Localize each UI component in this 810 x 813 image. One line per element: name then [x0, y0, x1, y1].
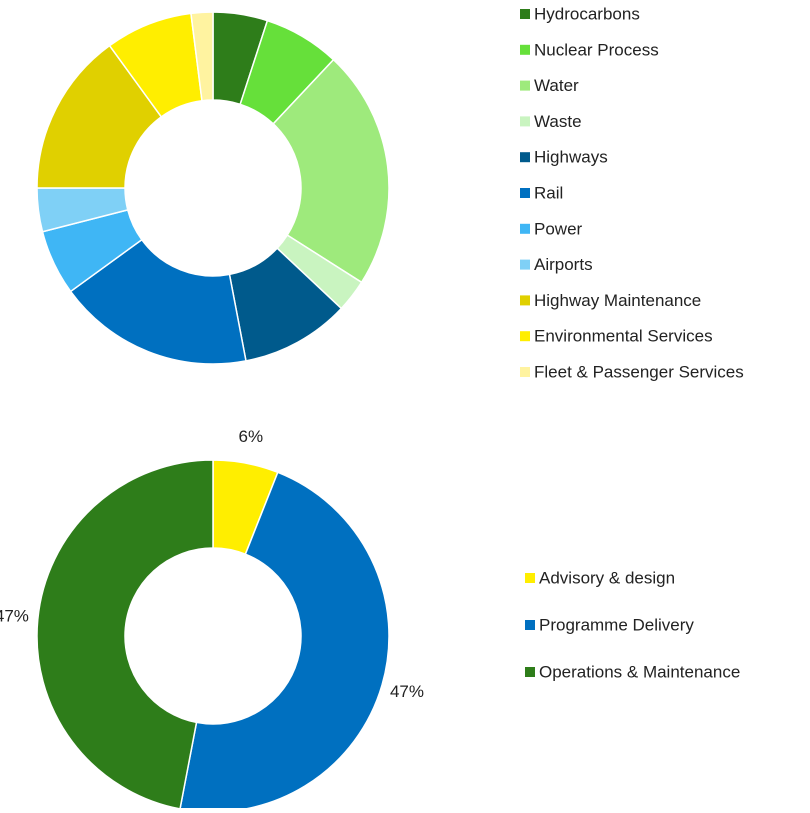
legend-swatch: [520, 223, 530, 234]
legend-swatch: [520, 367, 530, 377]
legend-label: Hydrocarbons: [534, 4, 640, 23]
legend-label: Nuclear Process: [534, 40, 659, 59]
legend-swatch: [520, 188, 530, 198]
legend-label: Fleet & Passenger Services: [534, 362, 744, 381]
legend-label: Operations & Maintenance: [539, 662, 740, 681]
legend-swatch: [520, 44, 530, 55]
legend-swatch: [525, 667, 535, 677]
donut-slice: [190, 11, 214, 102]
legend-label: Highways: [534, 148, 608, 167]
legend-label: Waste: [534, 112, 582, 131]
legend-label: Environmental Services: [534, 327, 713, 346]
legend-label: Highway Maintenance: [534, 291, 701, 310]
legend-label: Advisory & design: [539, 568, 675, 587]
legend-swatch: [520, 9, 530, 19]
legend-label: Power: [534, 219, 583, 238]
data-label: 6%: [239, 427, 264, 446]
legend-swatch: [525, 620, 535, 630]
legend-swatch: [520, 259, 530, 270]
donut-slice: [272, 58, 390, 284]
legend-label: Rail: [534, 183, 563, 202]
donut-slice: [36, 44, 163, 189]
legend-swatch: [525, 573, 535, 583]
donut-slice: [36, 459, 214, 810]
donut-slice: [69, 238, 247, 365]
legend-label: Airports: [534, 255, 593, 274]
legend-swatch: [520, 152, 530, 163]
legend-swatch: [520, 80, 530, 91]
data-label: 47%: [0, 606, 29, 625]
legend-swatch: [520, 295, 530, 306]
legend-swatch: [520, 116, 530, 127]
legend-label: Programme Delivery: [539, 615, 694, 634]
data-label: 47%: [390, 682, 424, 701]
legend-label: Water: [534, 76, 579, 95]
legend-swatch: [520, 331, 530, 342]
